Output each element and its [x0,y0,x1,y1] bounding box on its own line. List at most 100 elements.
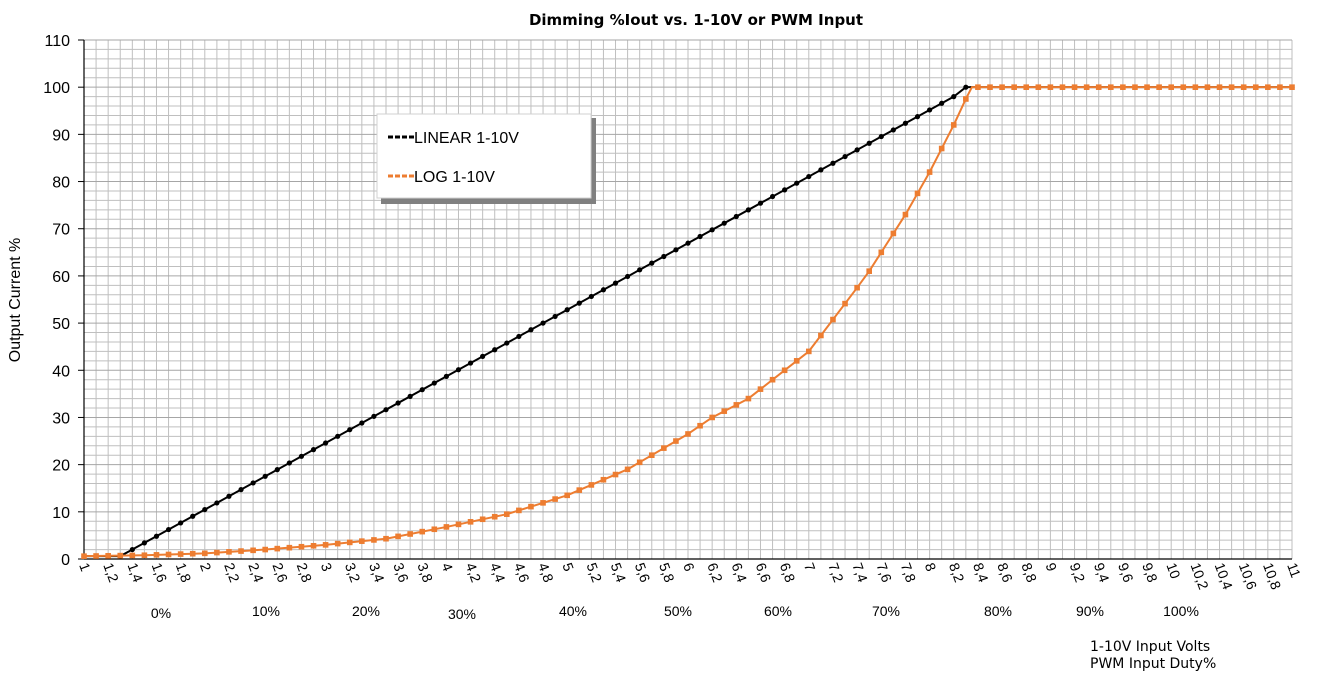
series-linear-marker [914,114,921,120]
series-linear-marker [951,94,957,100]
series-log-marker [673,438,679,444]
series-linear-marker [141,540,147,546]
x-tick-label: 11 [1284,561,1304,580]
series-linear-marker [552,313,558,320]
pwm-tick-label: 30% [448,606,476,622]
series-log-marker [359,538,365,544]
pwm-tick-label: 20% [352,603,380,619]
x-tick-label: 6,2 [704,561,726,585]
x-tick-label: 1,4 [125,561,147,585]
series-linear-marker [323,440,329,446]
x-tick-label: 10,6 [1236,561,1260,592]
series-log-marker [999,84,1005,90]
series-log-marker [479,516,486,523]
series-log-marker [117,552,124,559]
series-log-marker [1289,84,1295,90]
series-log-marker [407,531,413,537]
x-tick-label: 3 [318,561,336,574]
series-log-marker [298,543,305,550]
series-log-marker [1216,84,1223,90]
series-log-marker [1228,84,1235,90]
series-linear-marker [661,253,667,260]
series-linear-marker [359,420,365,426]
x-tick-label: 9,4 [1091,561,1113,585]
x-tick-label: 1,2 [100,561,122,585]
series-log-marker [238,548,244,554]
series-log-marker [528,503,534,510]
y-tick-labels: 0 10 20 30 40 50 60 70 80 90 100 110 [43,33,70,569]
x-tick-label: 2,8 [294,561,316,585]
x-tick-label: 1,6 [149,561,171,585]
series-log-marker [552,496,558,502]
series-linear-marker [902,120,909,126]
series-log-marker [564,492,570,499]
series-log-marker [1180,84,1187,90]
series-log-marker [721,408,728,414]
series-linear-marker [310,447,317,453]
x-tick-label: 10,2 [1188,561,1212,592]
x-tick-labels: 1 1,2 1,4 1,6 1,8 2 2,2 2,4 2,6 2,8 3 3,2 3,4 3,6 3,8 4… [76,561,1304,592]
series-linear-marker [443,373,449,379]
series-log-marker [818,332,824,339]
x-tick-label: 3,4 [366,561,388,585]
x-tick-label: 7,6 [873,561,895,585]
series-linear-marker [806,173,812,180]
series-linear-marker [745,207,752,213]
y-tick-label: 110 [44,33,70,50]
series-log-marker [842,300,848,307]
series-log-marker [733,402,740,408]
series-log-marker [226,549,232,555]
series-log-marker [165,551,172,558]
series-linear-marker [890,127,896,133]
series-log-marker [1277,84,1283,90]
series-log-marker [443,524,450,530]
series-log-marker [612,471,619,478]
x-tick-label: 1 [76,561,94,574]
x-tick-label: 4 [439,561,457,574]
axes [78,39,1292,560]
series-log-marker [274,545,281,552]
x-axis-label-volts: 1-10V Input Volts [1090,639,1210,655]
y-tick-label: 100 [43,80,70,97]
series-log-marker [81,553,87,559]
series-linear-marker [516,333,522,340]
series-linear-marker [854,147,860,153]
series-linear-marker [178,520,184,526]
series-linear-marker [153,533,160,539]
series-linear-marker [165,526,172,533]
x-tick-label: 9 [1043,561,1061,574]
series-linear-marker [455,367,462,373]
pwm-tick-label: 60% [764,603,792,619]
series-log-marker [310,542,317,549]
pwm-tick-label: 40% [559,603,587,619]
series-log-marker [588,482,595,488]
y-tick-label: 40 [52,363,70,380]
x-tick-label: 2,6 [269,561,291,585]
series-linear-marker [298,453,305,459]
grid [83,39,1293,560]
y-tick-label: 50 [52,316,70,333]
x-tick-label: 10 [1163,561,1183,581]
legend-box [376,113,592,199]
x-tick-label: 3,8 [414,561,436,585]
x-tick-label: 8,8 [1018,561,1040,585]
series-log-marker [93,553,99,559]
series-log-marker [1071,84,1078,90]
series-log-marker [878,249,885,256]
series-log-marker [697,422,703,429]
series-log-marker [709,414,715,421]
series-log-marker [975,84,981,90]
x-tick-label: 2,4 [245,561,267,585]
series-log-marker [383,535,389,542]
series-log-marker [1035,84,1042,90]
series-linear-marker [842,153,848,160]
x-tick-label: 7 [801,561,819,574]
series-linear-marker [878,133,884,140]
x-tick-label: 4,6 [511,561,533,585]
pwm-tick-label: 0% [151,605,171,621]
series-linear-marker [504,340,510,346]
y-tick-label: 20 [52,458,70,475]
series-linear-marker [129,546,135,553]
series-linear-marker [963,84,969,90]
legend-log-label: LOG 1-10V [414,169,495,186]
